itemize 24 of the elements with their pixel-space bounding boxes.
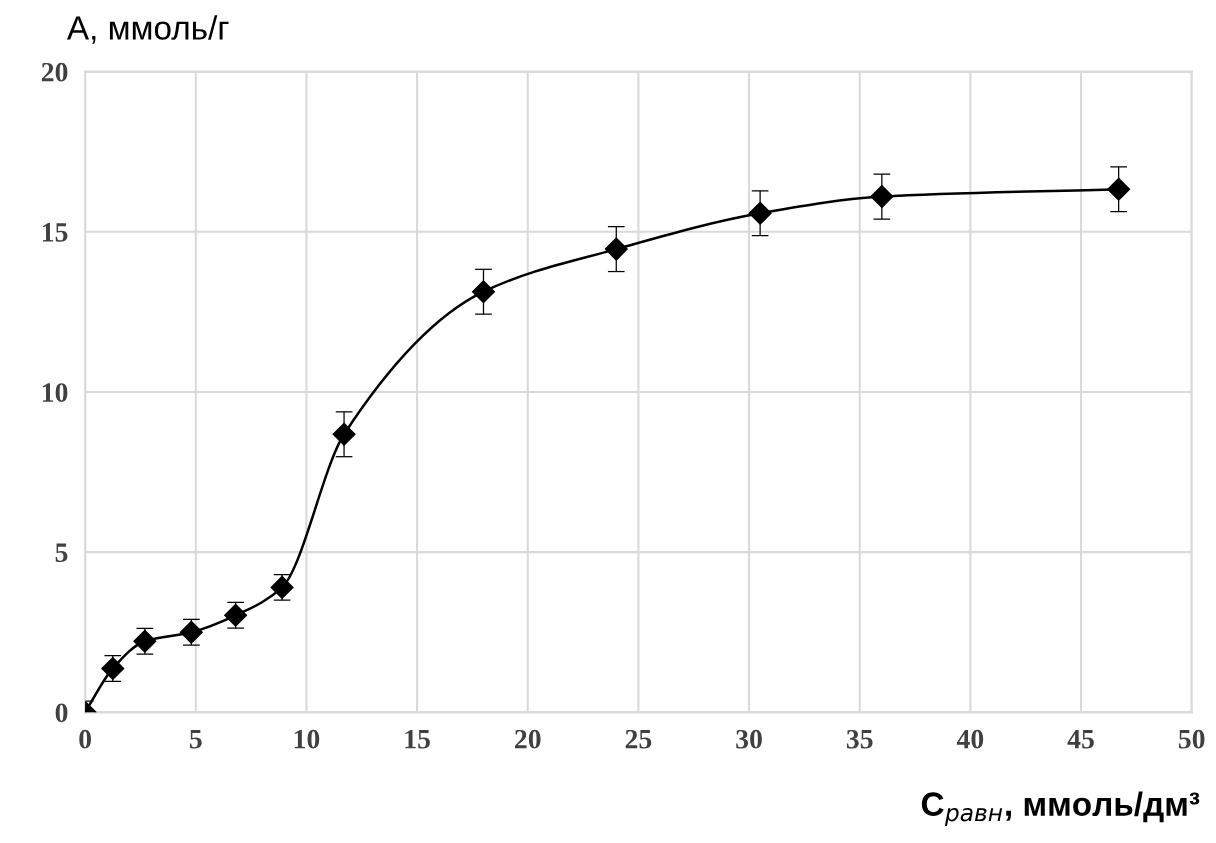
point	[1107, 177, 1131, 201]
point	[604, 237, 628, 261]
y-tick-label: 15	[42, 223, 68, 242]
x-tick-label: 25	[625, 729, 652, 749]
point	[870, 185, 894, 209]
y-axis-title: А, ммоль/г	[66, 15, 229, 44]
x-tick-label: 5	[189, 730, 202, 749]
x-tick-label: 45	[1067, 729, 1094, 749]
y-tick-label: 5	[55, 543, 68, 563]
x-tick-label: 40	[956, 729, 984, 749]
x-tick-label: 30	[736, 729, 762, 749]
point	[748, 201, 772, 225]
point	[332, 422, 356, 446]
x-tick-label: 0	[79, 729, 92, 749]
x-tick-label: 20	[515, 729, 541, 749]
y-tick-label: 0	[55, 703, 68, 723]
y-tick-label: 10	[42, 383, 68, 402]
point	[471, 280, 495, 304]
x-tick-label: 50	[1178, 729, 1205, 749]
x-tick-label: 15	[405, 729, 430, 749]
x-tick-label: 10	[294, 729, 320, 749]
x-tick-label: 35	[846, 729, 873, 749]
x-axis-title: C$_{равн}$, ммоль/дм³	[921, 791, 1200, 826]
y-tick-label: 20	[41, 62, 68, 82]
